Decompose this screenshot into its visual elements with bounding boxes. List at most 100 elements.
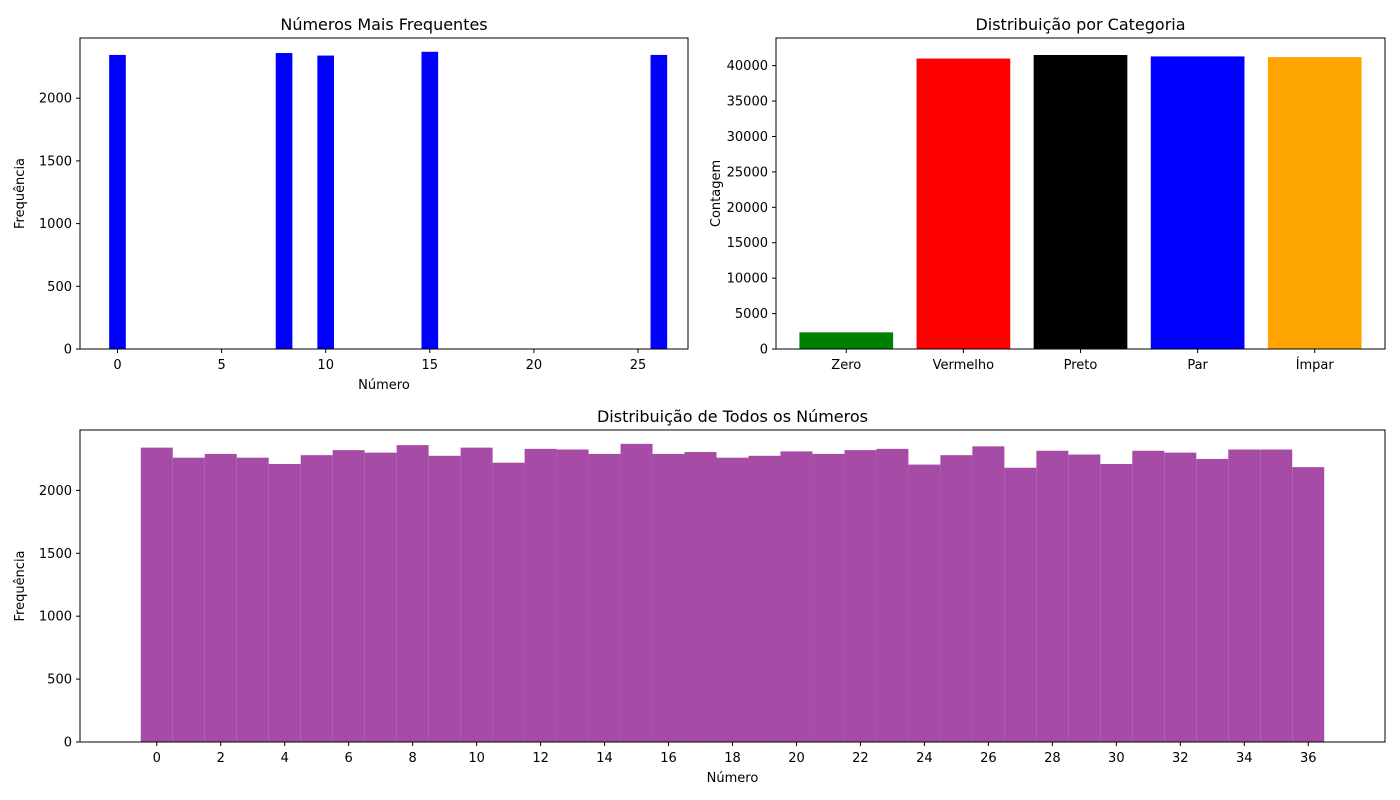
chart-title: Distribuição por Categoria: [975, 15, 1185, 34]
bar--mpar: [1267, 57, 1362, 349]
y-tick-label: 2000: [39, 484, 72, 499]
x-tick-label: 14: [596, 751, 613, 766]
x-tick-label: 4: [281, 751, 289, 766]
y-tick-label: 2000: [39, 92, 72, 107]
bar-29: [1068, 454, 1101, 742]
bar-18: [716, 457, 749, 742]
bar-6: [332, 450, 365, 742]
y-axis-label: Frequência: [13, 158, 28, 229]
x-tick-label: 0: [153, 751, 161, 766]
x-tick-label: 2: [217, 751, 225, 766]
y-tick-label: 35000: [727, 95, 768, 110]
x-tick-label: 12: [532, 751, 549, 766]
x-tick-label: 22: [852, 751, 869, 766]
bar-preto: [1033, 55, 1128, 349]
bar-33: [1196, 458, 1229, 742]
bar-zero: [799, 332, 894, 349]
bar-2: [204, 453, 237, 742]
bar-11: [492, 462, 525, 742]
x-tick-label: Par: [1187, 358, 1208, 373]
bar-19: [748, 455, 781, 742]
chart-title: Números Mais Frequentes: [280, 15, 487, 34]
x-tick-label: 15: [422, 358, 439, 373]
x-tick-label: 8: [409, 751, 417, 766]
bar-22: [844, 450, 877, 742]
bar-vermelho: [916, 58, 1011, 349]
bar-10: [317, 55, 335, 349]
bar-par: [1150, 56, 1245, 350]
bar-28: [1036, 450, 1069, 742]
panel-1: [76, 37, 689, 353]
bar-1: [172, 457, 205, 742]
bar-0: [140, 447, 173, 742]
y-tick-label: 15000: [727, 236, 768, 251]
bar-14: [588, 453, 621, 742]
bar-7: [364, 452, 397, 742]
bar-23: [876, 448, 909, 742]
bar-31: [1132, 450, 1165, 742]
x-tick-label: 36: [1300, 751, 1317, 766]
bar-10: [460, 447, 493, 742]
y-tick-label: 500: [47, 280, 72, 295]
chart-title: Distribuição de Todos os Números: [597, 407, 868, 426]
x-tick-label: 24: [916, 751, 933, 766]
axes-frame: [79, 37, 689, 350]
x-tick-label: 20: [526, 358, 543, 373]
y-tick-label: 5000: [735, 307, 768, 322]
y-tick-label: 20000: [727, 201, 768, 216]
y-tick-label: 40000: [727, 59, 768, 74]
x-tick-label: 10: [468, 751, 485, 766]
x-tick-label: 10: [317, 358, 334, 373]
y-tick-label: 30000: [727, 130, 768, 145]
x-tick-label: 20: [788, 751, 805, 766]
bar-25: [940, 455, 973, 742]
panel-3: [76, 429, 1386, 746]
y-axis-label: Frequência: [13, 550, 28, 621]
x-tick-label: 16: [660, 751, 677, 766]
x-axis-label: Número: [707, 771, 759, 786]
bar-9: [428, 455, 461, 742]
bar-8: [275, 53, 293, 349]
bar-15: [620, 443, 653, 742]
bar-27: [1004, 467, 1037, 742]
bar-26: [650, 54, 668, 349]
bar-32: [1164, 452, 1197, 742]
y-tick-label: 500: [47, 673, 72, 688]
x-tick-label: Ímpar: [1296, 357, 1335, 373]
x-tick-label: 25: [630, 358, 647, 373]
bar-36: [1292, 467, 1325, 742]
x-tick-label: Preto: [1064, 358, 1098, 373]
bar-20: [780, 451, 813, 742]
y-tick-label: 0: [760, 343, 768, 358]
bar-21: [812, 453, 845, 742]
bar-15: [421, 51, 439, 350]
bar-16: [652, 453, 685, 742]
y-tick-label: 1000: [39, 610, 72, 625]
bar-0: [109, 54, 126, 349]
x-tick-label: 6: [345, 751, 353, 766]
bar-3: [236, 457, 269, 742]
bar-4: [268, 463, 301, 742]
y-tick-label: 1000: [39, 217, 72, 232]
bar-26: [972, 446, 1005, 742]
x-tick-label: Vermelho: [933, 358, 995, 373]
x-tick-label: 5: [217, 358, 225, 373]
panel-2: [772, 37, 1386, 353]
y-tick-label: 10000: [727, 272, 768, 287]
x-tick-label: 0: [113, 358, 121, 373]
bar-13: [556, 449, 589, 742]
bar-30: [1100, 463, 1133, 742]
x-tick-label: 26: [980, 751, 997, 766]
y-tick-label: 25000: [727, 165, 768, 180]
x-tick-label: Zero: [831, 358, 861, 373]
bar-35: [1260, 449, 1293, 742]
bar-8: [396, 445, 429, 742]
x-tick-label: 32: [1172, 751, 1189, 766]
bar-17: [684, 452, 717, 742]
y-tick-label: 1500: [39, 154, 72, 169]
y-tick-label: 0: [64, 736, 72, 751]
y-tick-label: 1500: [39, 547, 72, 562]
x-tick-label: 28: [1044, 751, 1061, 766]
